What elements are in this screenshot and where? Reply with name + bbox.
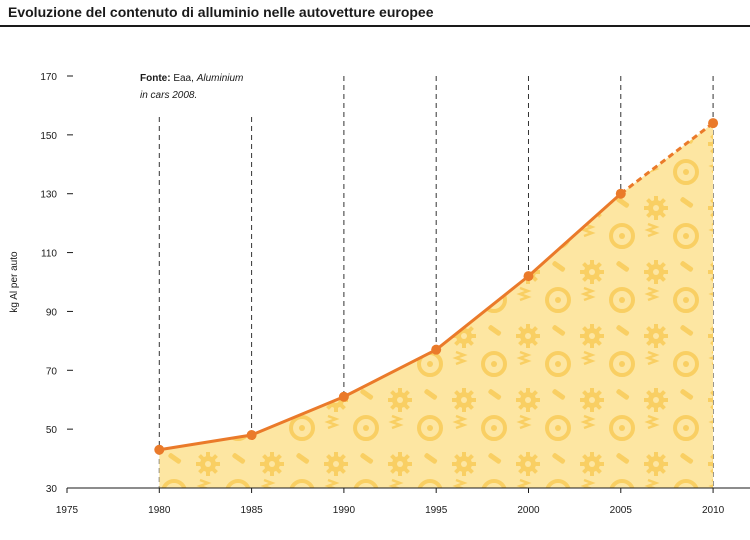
data-point-2005: [615, 188, 626, 199]
data-points: [154, 118, 719, 455]
x-tick-label-1985: 1985: [240, 505, 263, 516]
y-tick-label-70: 70: [46, 366, 58, 377]
x-tick-label-2010: 2010: [702, 505, 725, 516]
svg-text:Fonte: Eaa, Aluminium: Fonte: Eaa, Aluminium: [140, 73, 243, 84]
data-point-1990: [338, 391, 349, 402]
source-note-italic: Aluminium: [196, 73, 244, 84]
y-axis-label: kg Al per auto: [9, 251, 20, 313]
x-tick-label-2000: 2000: [517, 505, 540, 516]
source-note-line2: in cars 2008.: [140, 90, 197, 101]
data-point-1995: [431, 344, 442, 355]
data-point-1985: [246, 430, 257, 441]
y-tick-label-150: 150: [40, 131, 57, 142]
x-tick-label-1980: 1980: [148, 505, 171, 516]
x-tick-label-2005: 2005: [610, 505, 633, 516]
y-tick-label-110: 110: [41, 249, 57, 260]
data-point-2010: [708, 118, 719, 129]
x-tick-label-1995: 1995: [425, 505, 448, 516]
area-fill-layer: [159, 123, 714, 488]
data-point-1980: [154, 444, 165, 455]
x-tick-label-1975: 1975: [56, 505, 79, 516]
source-note-label: Fonte:: [140, 73, 171, 84]
chart-title: Evoluzione del contenuto di alluminio ne…: [8, 4, 434, 20]
area-fill: [159, 123, 714, 488]
series-line-layer: [159, 121, 714, 452]
y-tick-label-130: 130: [40, 190, 57, 201]
source-note: Fonte: Eaa, Aluminium in cars 2008.: [140, 73, 243, 101]
y-tick-label-170: 170: [40, 72, 57, 83]
title-rule: [0, 25, 750, 27]
x-tick-label-1990: 1990: [333, 505, 356, 516]
y-tick-label-50: 50: [46, 425, 58, 436]
axis-labels: 30 50 70 90 110 130 150 170 1975 1980 1985 1990 1995…: [40, 72, 724, 516]
axes: [66, 75, 750, 493]
y-tick-label-30: 30: [46, 484, 58, 495]
data-point-2000: [523, 271, 534, 282]
source-note-text: Eaa,: [171, 73, 197, 84]
y-tick-label-90: 90: [46, 307, 58, 318]
series-line: [159, 192, 622, 452]
